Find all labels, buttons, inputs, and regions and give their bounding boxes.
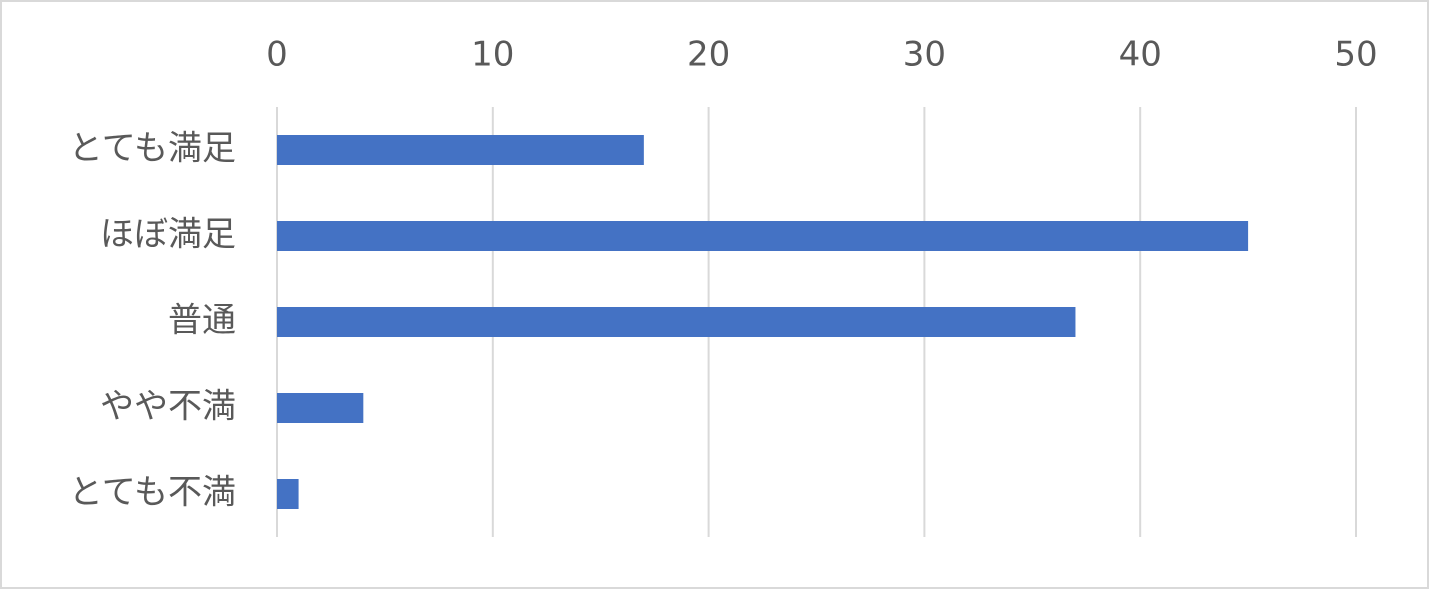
x-tick-label: 10 [471,35,514,75]
bar [277,479,299,509]
x-tick-label: 40 [1119,35,1162,75]
bar [277,221,1249,251]
bar [277,135,644,165]
x-tick-label: 50 [1334,35,1377,75]
x-tick-label: 30 [903,35,946,75]
y-tick-label: ほぼ満足 [100,215,236,255]
y-tick-label: 普通 [168,301,236,341]
y-tick-label: やや不満 [100,387,236,427]
x-tick-label: 0 [266,35,288,75]
x-tick-label: 20 [687,35,730,75]
y-tick-label: とても満足 [69,129,236,169]
bar [277,307,1076,337]
y-tick-label: とても不満 [69,473,236,513]
bar [277,393,364,423]
